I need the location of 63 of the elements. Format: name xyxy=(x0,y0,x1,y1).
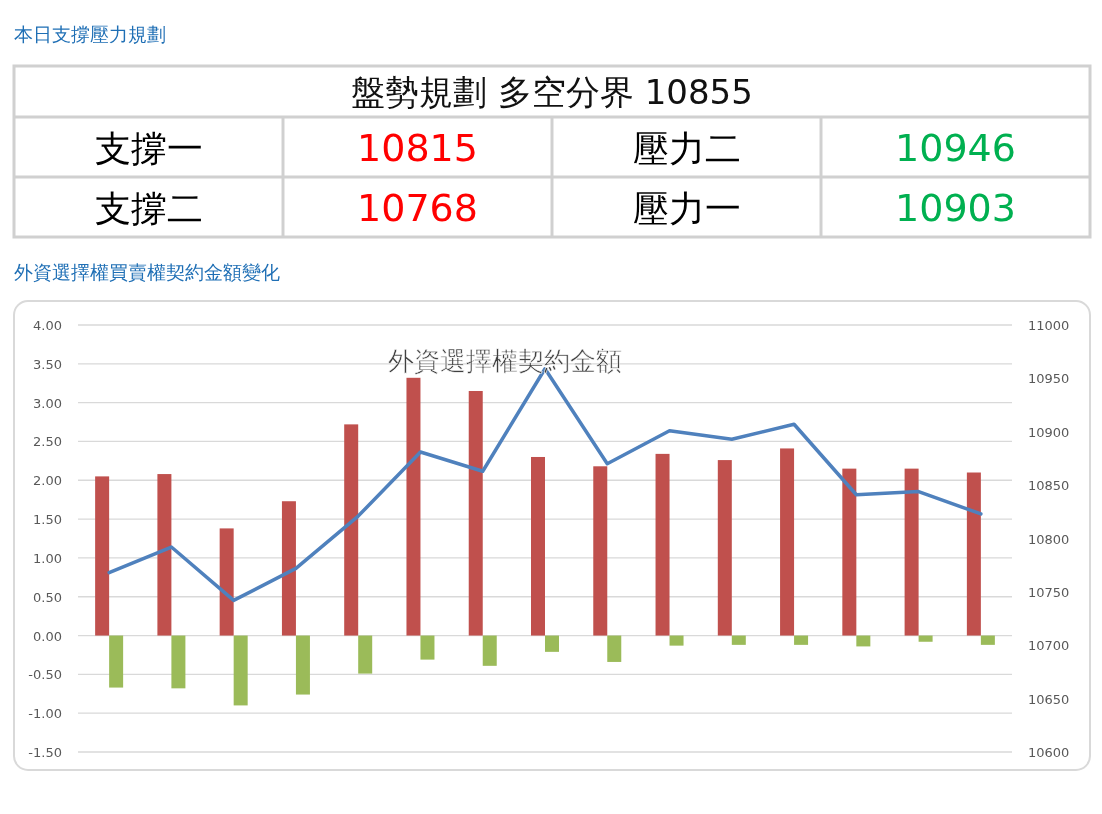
bar xyxy=(219,528,234,636)
text: 10903 xyxy=(895,186,1016,230)
y2-tick-label: 10950 xyxy=(1028,371,1070,387)
bar xyxy=(856,635,871,647)
bar xyxy=(406,377,421,636)
y-tick-label: 2.50 xyxy=(33,434,62,450)
bar xyxy=(593,466,608,636)
y-tick-label: 1.00 xyxy=(33,550,62,566)
bar xyxy=(842,468,857,636)
y2-tick-label: 10900 xyxy=(1028,424,1070,440)
bar xyxy=(171,635,186,689)
y2-tick-label: 10850 xyxy=(1028,478,1070,494)
y-tick-label: -1.50 xyxy=(28,745,62,760)
y2-tick-label: 10800 xyxy=(1028,531,1070,547)
text: 支撐二 xyxy=(94,188,203,229)
bar xyxy=(966,472,981,636)
y-tick-label: 4.00 xyxy=(33,318,62,333)
bar xyxy=(157,474,172,636)
bar xyxy=(468,390,483,636)
y-tick-label: -1.00 xyxy=(28,706,62,722)
y-tick-label: 0.00 xyxy=(33,628,62,644)
bar xyxy=(109,635,124,688)
bar xyxy=(531,456,545,636)
bar xyxy=(295,635,310,695)
bar xyxy=(233,635,248,706)
bar xyxy=(545,635,559,652)
y-tick-label: 3.00 xyxy=(33,395,62,411)
bar xyxy=(980,635,995,645)
bar xyxy=(420,635,435,660)
text: 盤勢規劃 多空分界 10855 xyxy=(351,72,753,112)
bar xyxy=(281,501,296,636)
y-tick-label: 2.00 xyxy=(33,473,62,489)
bar xyxy=(918,635,933,642)
text: 外資選擇權契約金額 xyxy=(388,346,622,376)
text: 10768 xyxy=(357,186,478,230)
y-tick-label: 3.50 xyxy=(33,356,62,372)
y-tick-label: 1.50 xyxy=(33,512,62,528)
text: 壓力二 xyxy=(632,128,741,169)
bar xyxy=(904,468,919,636)
text: 外資選擇權買賣權契約金額變化 xyxy=(14,261,280,283)
y2-tick-label: 10700 xyxy=(1028,638,1070,654)
text: 壓力一 xyxy=(632,188,741,229)
bar xyxy=(95,476,110,636)
bar xyxy=(780,448,795,636)
bar xyxy=(482,635,497,666)
y2-tick-label: 11000 xyxy=(1028,318,1070,333)
bar xyxy=(731,635,746,645)
bar xyxy=(794,635,809,645)
text: 支撐一 xyxy=(94,128,203,169)
bar xyxy=(655,453,670,636)
y2-tick-label: 10650 xyxy=(1028,691,1070,707)
y-tick-label: -0.50 xyxy=(28,667,62,683)
bar xyxy=(717,460,732,636)
y2-tick-label: 10750 xyxy=(1028,584,1070,600)
y-tick-label: 0.50 xyxy=(33,589,62,605)
text: 10946 xyxy=(895,126,1016,170)
bar xyxy=(669,635,684,646)
text: 本日支撐壓力規劃 xyxy=(14,23,166,45)
y2-tick-label: 10600 xyxy=(1028,745,1070,760)
text: 10815 xyxy=(357,126,478,170)
bar xyxy=(358,635,373,674)
bar xyxy=(344,424,359,636)
bar xyxy=(607,635,622,662)
